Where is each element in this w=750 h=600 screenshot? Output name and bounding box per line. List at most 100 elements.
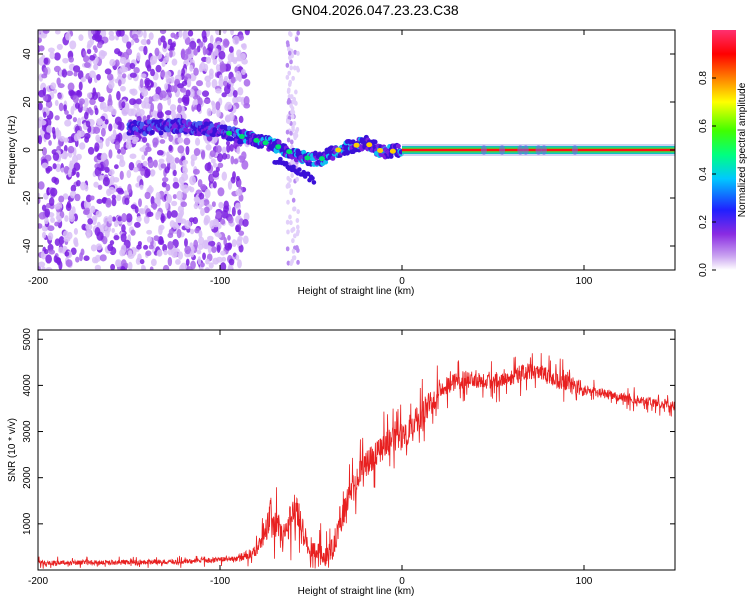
spectrogram-cell [44, 208, 51, 218]
spectrogram-cell [93, 181, 99, 188]
spectrogram-cell [215, 88, 222, 94]
spectrogram-cell [292, 99, 296, 105]
spectrogram-cell [58, 246, 64, 254]
spectrogram-cell [197, 256, 202, 265]
spectrogram-cell [157, 197, 161, 207]
spectrogram-cell [39, 119, 47, 126]
y-tick-label: 5000 [22, 328, 33, 351]
spectrogram-cell [290, 172, 294, 178]
spectrogram-cell [184, 97, 190, 105]
spectrogram-cell [230, 176, 236, 184]
spectrogram-cell [193, 147, 201, 157]
spectrogram-cell [42, 111, 47, 118]
spectrogram-cell [223, 39, 230, 46]
spectrogram-cell [139, 147, 147, 152]
spectrogram-cell [83, 111, 89, 120]
spectrogram-cell [113, 220, 119, 228]
spectrogram-cell [184, 220, 192, 230]
spectrogram-cell [232, 89, 238, 98]
spectrogram-cell [45, 267, 53, 270]
spectrogram-cell [168, 134, 174, 142]
spectrogram-cell [96, 136, 101, 143]
spectrogram-cell [38, 192, 41, 198]
spectrogram-cell [53, 65, 61, 73]
spectrogram-cell [43, 57, 49, 65]
colorbar-tick-label: 0.6 [698, 119, 709, 133]
spectrogram-cell [241, 58, 248, 65]
y-tick-label: 20 [22, 96, 33, 108]
spectrogram-cell [185, 258, 190, 266]
spectrogram-cell [287, 50, 292, 56]
spectrogram-cell [100, 50, 108, 57]
spectrogram-y-ticks: -40 -20 0 20 40 [22, 48, 675, 253]
spectrogram-cell [218, 78, 224, 88]
spectrogram-cell [86, 232, 91, 239]
spectrogram-cell [291, 238, 295, 244]
x-tick-label: 100 [576, 576, 593, 587]
spectrogram-cell [178, 176, 185, 185]
spectrogram-cell [150, 110, 158, 117]
spectrogram-cell [86, 92, 93, 99]
spectrogram-cell [220, 250, 226, 256]
spectrogram-cell [89, 54, 96, 61]
spectrogram-cell [296, 67, 301, 73]
spectrogram-cell [184, 245, 192, 255]
spectrogram-cell [78, 81, 83, 91]
spectrogram-cell [149, 55, 158, 65]
x-tick-label: 0 [399, 576, 405, 587]
spectrogram-cell [108, 34, 115, 41]
spectrogram-cell [157, 111, 164, 119]
spectrogram-x-label: Height of straight line (km) [298, 286, 415, 297]
spectrogram-cell [202, 46, 207, 56]
spectrogram-ridge-cell [330, 155, 336, 161]
spectrogram-ridge-cell [149, 129, 155, 135]
spectrogram-cell [79, 100, 83, 108]
spectrogram-cell [225, 140, 231, 146]
spectrogram-ridge-cell [174, 128, 180, 134]
spectrogram-cell [54, 52, 61, 61]
spectrogram-cell [76, 153, 82, 161]
spectrogram-cell [68, 214, 76, 223]
spectrogram-cell [116, 90, 121, 101]
y-tick-label: -40 [22, 238, 33, 253]
spectrogram-cell [189, 175, 197, 186]
spectrogram-cell [235, 254, 240, 261]
spectrogram-cell [168, 144, 173, 152]
spectrogram-cell [58, 195, 65, 203]
spectrogram-cell [120, 265, 126, 270]
spectrogram-cell [94, 142, 100, 152]
spectrogram-cell [44, 117, 52, 128]
spectrogram-cell [215, 145, 222, 154]
spectrogram-cell [38, 196, 41, 205]
spectrogram-cell [202, 35, 208, 43]
spectrogram-ridge-cell [228, 136, 234, 142]
spectrogram-cell [83, 97, 89, 108]
spectrogram-cell [138, 198, 142, 208]
spectrogram-cell [48, 140, 52, 146]
spectrogram-cell [109, 58, 116, 67]
spectrogram-cell [93, 126, 101, 134]
spectrogram-cell [142, 265, 147, 270]
spectrogram-cell [55, 163, 62, 173]
spectrogram-cell [221, 171, 228, 181]
spectrogram-cell [205, 56, 212, 64]
spectrogram-cell [240, 69, 246, 75]
spectrogram-cell [289, 59, 293, 65]
spectrogram-cell [72, 116, 78, 123]
spectrogram-cell [91, 215, 98, 222]
spectrogram-cell [75, 179, 81, 187]
spectrogram-cell [203, 206, 210, 214]
spectrogram-cell [147, 159, 154, 169]
spectrogram-cell [224, 63, 232, 72]
spectrogram-cell [83, 255, 90, 261]
spectrogram-cell [287, 93, 292, 99]
spectrogram-cell [129, 153, 137, 159]
spectrogram-cell [100, 101, 107, 110]
spectrogram-cell [50, 187, 58, 197]
spectrogram-cell [209, 150, 216, 158]
spectrogram-cell [228, 46, 234, 53]
spectrogram-cell [200, 208, 205, 217]
spectrogram-cell [115, 259, 122, 267]
spectrogram-cell [41, 147, 47, 156]
spectrogram-cell [67, 82, 75, 91]
